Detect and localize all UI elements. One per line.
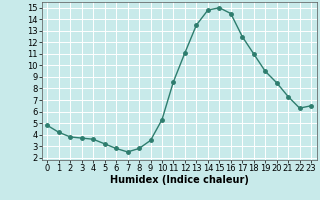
X-axis label: Humidex (Indice chaleur): Humidex (Indice chaleur)	[110, 175, 249, 185]
